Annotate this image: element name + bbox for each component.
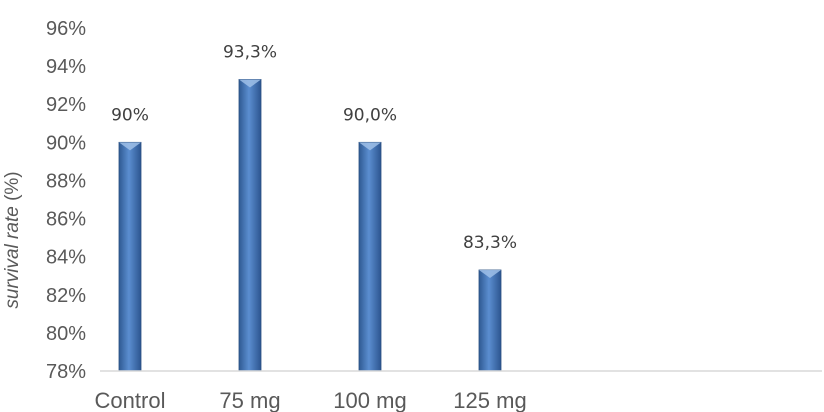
x-category-label: 100 mg: [333, 388, 406, 412]
data-label: 90,0%: [343, 105, 397, 125]
x-category-label: 125 mg: [453, 388, 526, 412]
y-tick-label: 82%: [46, 285, 86, 307]
data-label: 83,3%: [463, 233, 517, 253]
y-tick-label: 84%: [46, 247, 86, 269]
data-label: 93,3%: [223, 42, 277, 62]
y-tick-label: 78%: [46, 361, 86, 383]
bar: [478, 269, 502, 372]
y-tick-label: 92%: [46, 94, 86, 116]
y-tick-label: 80%: [46, 323, 86, 345]
bar-bevel: [479, 270, 501, 279]
x-category-label: Control: [95, 388, 166, 412]
y-axis-title: survival rate (%): [2, 171, 23, 308]
bar: [118, 141, 142, 372]
bar: [358, 141, 382, 372]
bar-bevel: [359, 142, 381, 151]
y-tick-label: 94%: [46, 56, 86, 78]
bar-body: [358, 141, 382, 372]
y-axis-label: survival rate (%): [2, 171, 23, 308]
x-category-label: 75 mg: [219, 388, 280, 412]
bar-body: [118, 141, 142, 372]
y-axis-ticks: 78% 80% 82% 84% 86% 88% 90% 92% 94% 96%: [46, 18, 86, 383]
bar: [238, 79, 262, 372]
y-axis-title-italic: survival rate: [2, 206, 23, 308]
bars: [118, 79, 502, 372]
bar-bevel: [119, 142, 141, 151]
y-tick-label: 90%: [46, 132, 86, 154]
bar-bevel: [239, 79, 261, 88]
y-tick-label: 96%: [46, 18, 86, 40]
x-axis-categories: Control 75 mg 100 mg 125 mg: [95, 388, 527, 412]
y-tick-label: 86%: [46, 209, 86, 231]
data-label: 90%: [111, 105, 149, 125]
data-labels: 90% 93,3% 90,0% 83,3%: [111, 42, 517, 253]
bar-body: [478, 269, 502, 372]
bar-body: [238, 79, 262, 372]
y-axis-title-unit: (%): [2, 171, 23, 206]
y-tick-label: 88%: [46, 170, 86, 192]
